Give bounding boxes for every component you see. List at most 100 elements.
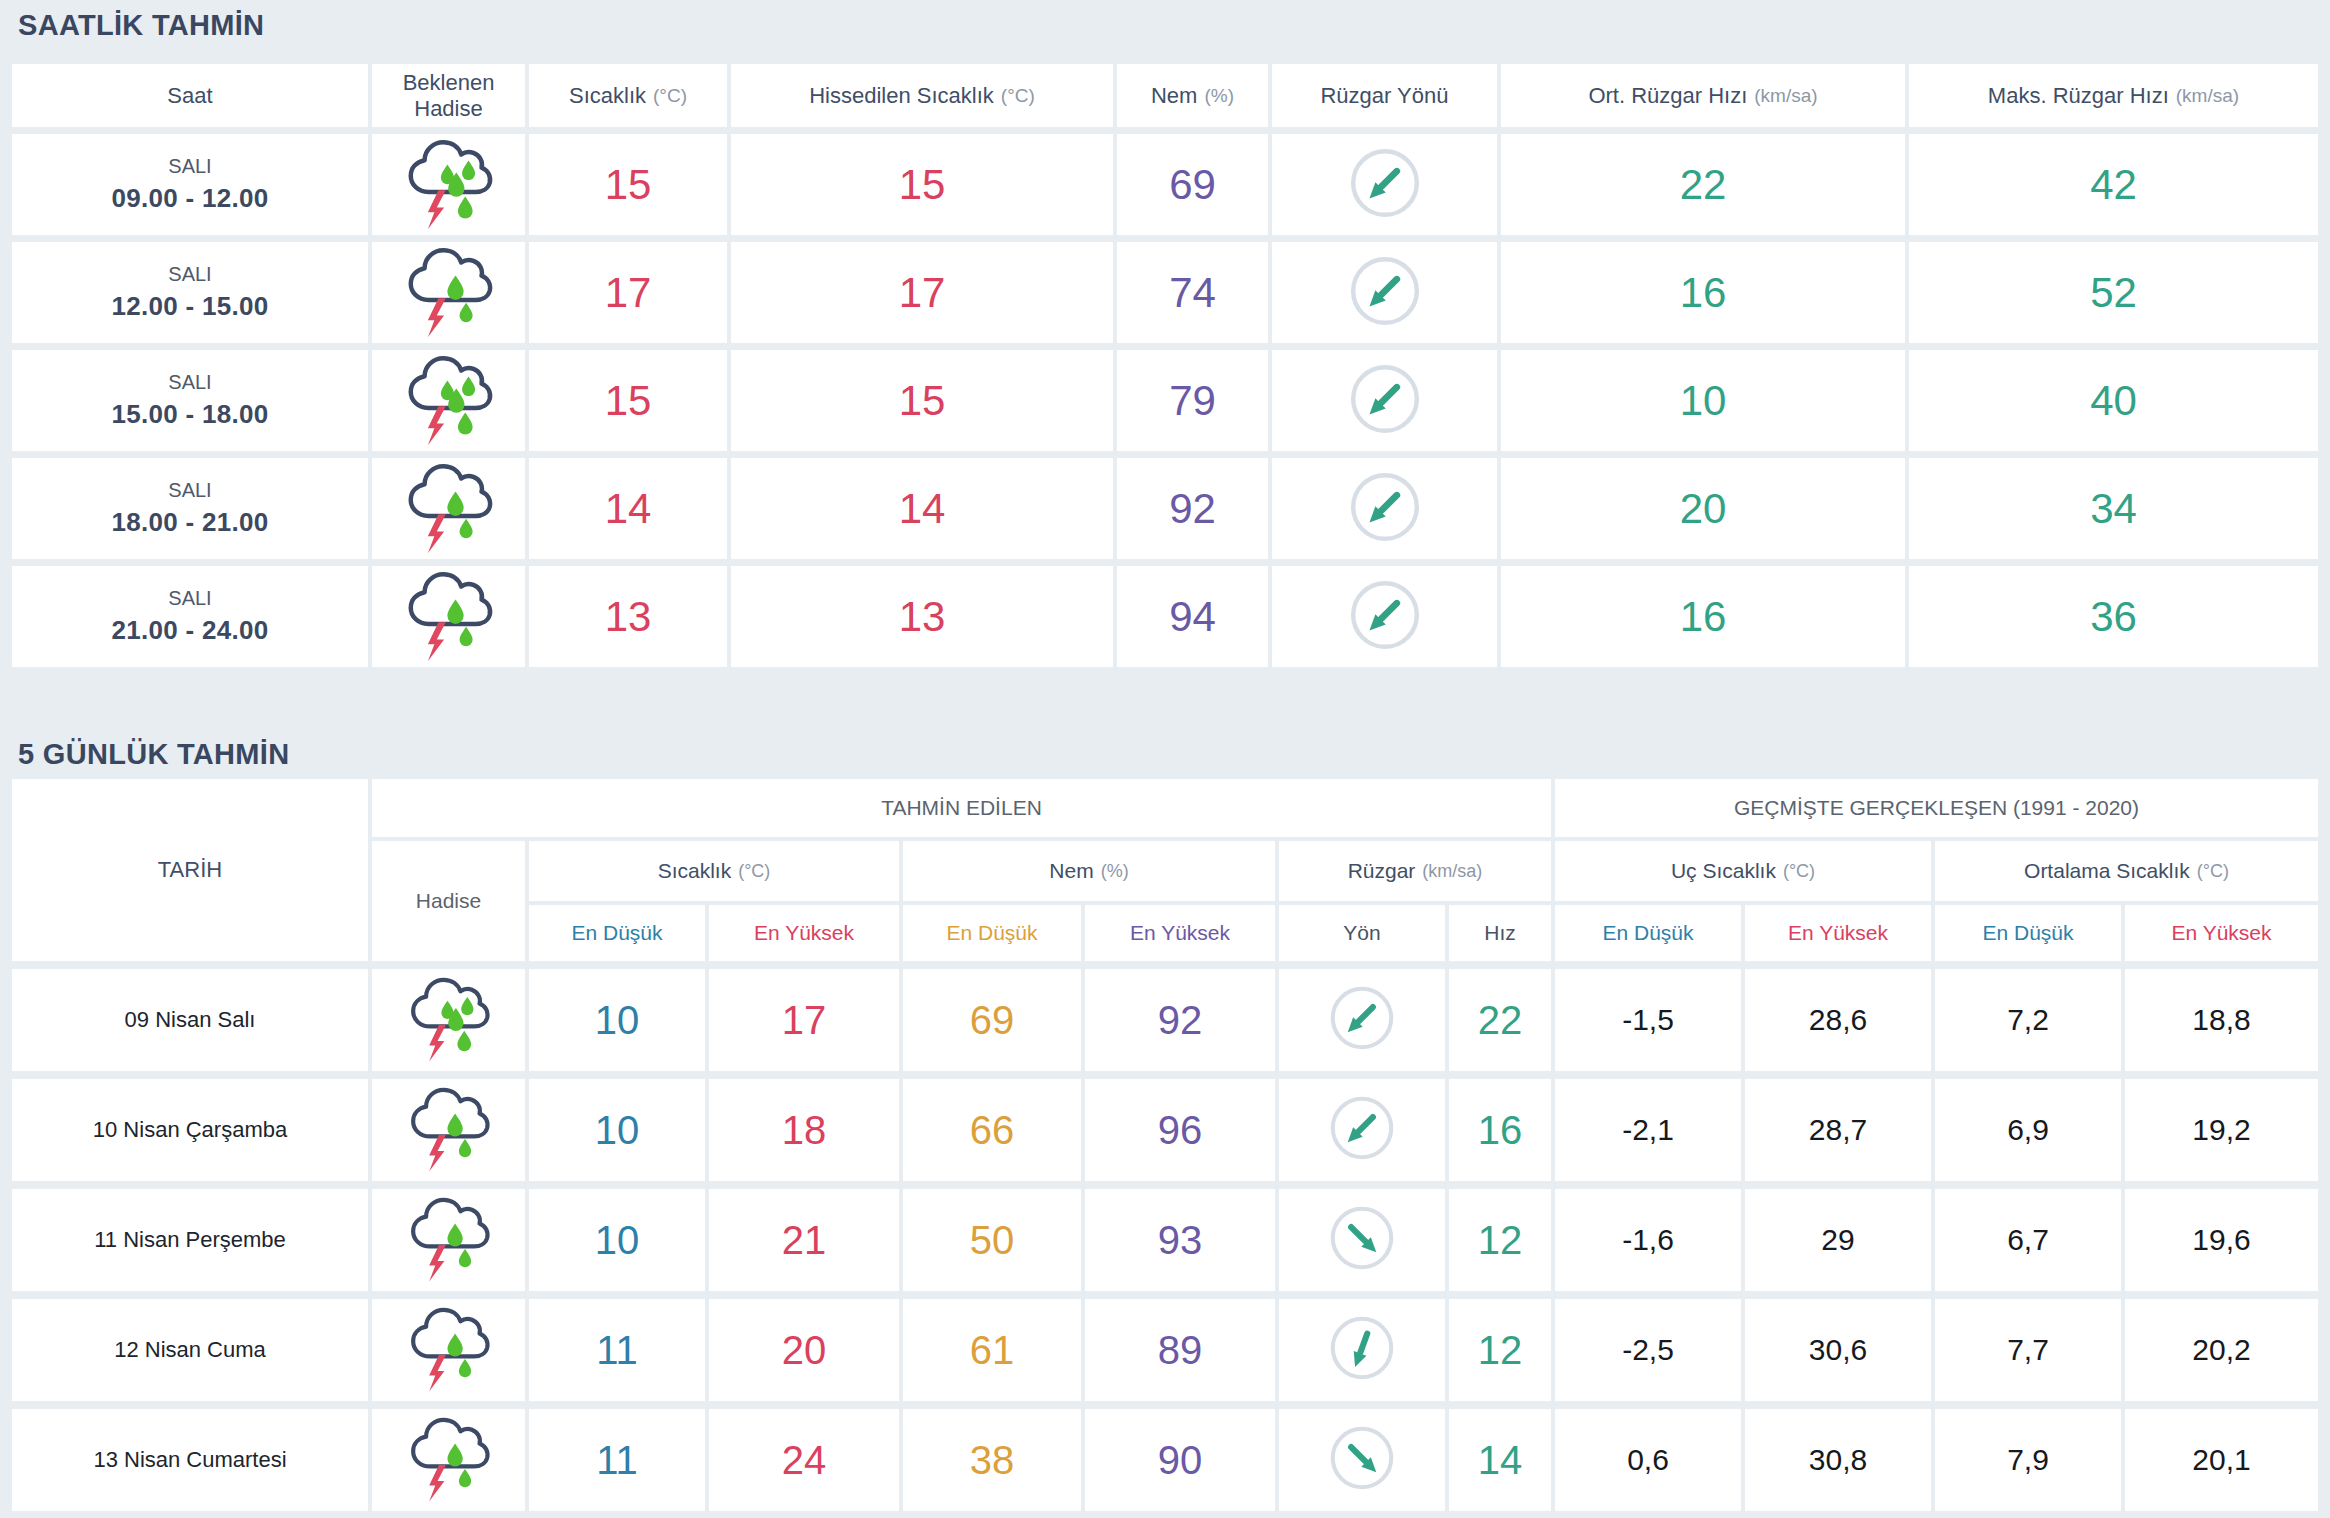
wind-direction-icon bbox=[1328, 984, 1396, 1056]
col-header-temp-min: En Düşük bbox=[529, 905, 705, 961]
temp-min-value: 11 bbox=[529, 1299, 705, 1401]
time-range-cell: SALI09.00 - 12.00 bbox=[12, 134, 368, 235]
col-header-hum-min: En Düşük bbox=[903, 905, 1081, 961]
thunderstorm-heavy-icon bbox=[401, 351, 497, 451]
thunderstorm-light-icon bbox=[401, 459, 497, 559]
max-wind-speed-value: 36 bbox=[1909, 566, 2318, 667]
avg-wind-speed-value: 16 bbox=[1501, 242, 1905, 343]
col-header-label: Hissedilen Sıcaklık bbox=[809, 83, 994, 108]
feels-like-value: 17 bbox=[731, 242, 1113, 343]
wind-speed-value: 22 bbox=[1449, 969, 1551, 1071]
humidity-min-value: 50 bbox=[903, 1189, 1081, 1291]
col-header-ruzgar-yonu: Rüzgar Yönü bbox=[1272, 64, 1497, 127]
group-header-humidity: Nem(%) bbox=[903, 841, 1275, 901]
col-header-sicaklik: Sıcaklık(°C) bbox=[529, 64, 727, 127]
time-range-cell: SALI15.00 - 18.00 bbox=[12, 350, 368, 451]
humidity-max-value: 96 bbox=[1085, 1079, 1275, 1181]
daily-forecast-rows: 09 Nisan Salı1017699222-1,528,67,218,810… bbox=[0, 969, 2330, 1511]
humidity-max-value: 89 bbox=[1085, 1299, 1275, 1401]
wind-direction-cell bbox=[1272, 242, 1497, 343]
col-header-ort-ruzgar-hizi: Ort. Rüzgar Hızı(km/sa) bbox=[1501, 64, 1905, 127]
col-header-label: Nem bbox=[1151, 83, 1197, 108]
hist-avg-min-value: 6,9 bbox=[1935, 1079, 2121, 1181]
group-header-label: Uç Sıcaklık bbox=[1671, 859, 1776, 883]
thunderstorm-light-icon bbox=[404, 1303, 494, 1397]
day-label: SALI bbox=[168, 587, 211, 610]
hist-avg-max-value: 20,2 bbox=[2125, 1299, 2318, 1401]
temp-min-value: 11 bbox=[529, 1409, 705, 1511]
group-header-unit: (°C) bbox=[738, 861, 770, 882]
date-cell: 09 Nisan Salı bbox=[12, 969, 368, 1071]
time-range: 15.00 - 18.00 bbox=[111, 399, 268, 430]
humidity-value: 92 bbox=[1117, 458, 1268, 559]
avg-wind-speed-value: 16 bbox=[1501, 566, 1905, 667]
feels-like-value: 14 bbox=[731, 458, 1113, 559]
time-range: 21.00 - 24.00 bbox=[111, 615, 268, 646]
group-header-predicted: TAHMİN EDİLEN bbox=[372, 779, 1551, 837]
time-range-cell: SALI 12.00 - 15.00 bbox=[12, 242, 368, 343]
date-cell: 10 Nisan Çarşamba bbox=[12, 1079, 368, 1181]
col-header-maks-ruzgar-hizi: Maks. Rüzgar Hızı(km/sa) bbox=[1909, 64, 2318, 127]
col-header-label: Beklenen Hadise bbox=[386, 70, 511, 121]
weather-icon bbox=[372, 566, 525, 667]
hourly-forecast-table: Saat Beklenen Hadise Sıcaklık(°C) Hissed… bbox=[12, 64, 2318, 667]
time-range-cell: SALI 21.00 - 24.00 bbox=[12, 566, 368, 667]
wind-speed-value: 12 bbox=[1449, 1189, 1551, 1291]
daily-forecast-section: 5 GÜNLÜK TAHMİN TARİH TAHMİN EDİLEN GEÇM… bbox=[0, 737, 2330, 1511]
group-header-wind: Rüzgar(km/sa) bbox=[1279, 841, 1551, 901]
col-header-wind-speed: Hız bbox=[1449, 905, 1551, 961]
weather-forecast-page: SAATLİK TAHMİN Saat Beklenen Hadise Sıca… bbox=[0, 0, 2330, 1511]
daily-forecast-row: 10 Nisan Çarşamba1018669616-2,128,76,919… bbox=[12, 1079, 2318, 1181]
wind-direction-cell bbox=[1279, 1079, 1445, 1181]
group-header-label: Sıcaklık bbox=[658, 859, 732, 883]
thunderstorm-light-icon bbox=[404, 1193, 494, 1287]
group-header-extreme-temp: Uç Sıcaklık (°C) bbox=[1555, 841, 1931, 901]
group-header-temperature: Sıcaklık (°C) bbox=[529, 841, 899, 901]
temp-max-value: 18 bbox=[709, 1079, 899, 1181]
temp-max-value: 20 bbox=[709, 1299, 899, 1401]
group-header-unit: (°C) bbox=[1783, 861, 1815, 882]
wind-speed-value: 12 bbox=[1449, 1299, 1551, 1401]
daily-forecast-row: 11 Nisan Perşembe1021509312-1,6296,719,6 bbox=[12, 1189, 2318, 1291]
humidity-min-value: 66 bbox=[903, 1079, 1081, 1181]
temp-max-value: 21 bbox=[709, 1189, 899, 1291]
max-wind-speed-value: 42 bbox=[1909, 134, 2318, 235]
weather-icon bbox=[372, 1409, 525, 1511]
time-range: 09.00 - 12.00 bbox=[111, 183, 268, 214]
group-header-label: Ortalama Sıcaklık bbox=[2024, 859, 2190, 883]
wind-speed-value: 16 bbox=[1449, 1079, 1551, 1181]
weather-icon bbox=[372, 458, 525, 559]
humidity-max-value: 93 bbox=[1085, 1189, 1275, 1291]
hourly-section-title: SAATLİK TAHMİN bbox=[18, 8, 2330, 42]
col-header-label: Rüzgar Yönü bbox=[1320, 83, 1448, 108]
temp-min-value: 10 bbox=[529, 969, 705, 1071]
hist-extreme-max-value: 30,6 bbox=[1745, 1299, 1931, 1401]
weather-icon bbox=[372, 969, 525, 1071]
wind-direction-cell bbox=[1272, 458, 1497, 559]
hist-avg-min-value: 7,7 bbox=[1935, 1299, 2121, 1401]
humidity-max-value: 92 bbox=[1085, 969, 1275, 1071]
col-header-nem: Nem(%) bbox=[1117, 64, 1268, 127]
hist-extreme-min-value: -2,1 bbox=[1555, 1079, 1741, 1181]
wind-direction-cell bbox=[1279, 1409, 1445, 1511]
avg-wind-speed-value: 22 bbox=[1501, 134, 1905, 235]
col-header-unit: (°C) bbox=[653, 85, 687, 107]
hist-extreme-max-value: 30,8 bbox=[1745, 1409, 1931, 1511]
wind-direction-icon bbox=[1348, 146, 1422, 224]
hist-avg-min-value: 7,2 bbox=[1935, 969, 2121, 1071]
day-label: SALI bbox=[168, 263, 211, 286]
weather-icon bbox=[372, 134, 525, 235]
temp-min-value: 10 bbox=[529, 1079, 705, 1181]
hist-avg-max-value: 19,6 bbox=[2125, 1189, 2318, 1291]
wind-direction-cell bbox=[1279, 1299, 1445, 1401]
max-wind-speed-value: 52 bbox=[1909, 242, 2318, 343]
wind-direction-icon bbox=[1328, 1204, 1396, 1276]
hist-extreme-min-value: -2,5 bbox=[1555, 1299, 1741, 1401]
col-header-beklenen-hadise: Beklenen Hadise bbox=[372, 64, 525, 127]
date-cell: 13 Nisan Cumartesi bbox=[12, 1409, 368, 1511]
thunderstorm-heavy-icon bbox=[401, 135, 497, 235]
time-range: 12.00 - 15.00 bbox=[111, 291, 268, 322]
thunderstorm-light-icon bbox=[401, 567, 497, 667]
thunderstorm-light-icon bbox=[404, 1083, 494, 1177]
col-header-hadise: Hadise bbox=[372, 841, 525, 961]
